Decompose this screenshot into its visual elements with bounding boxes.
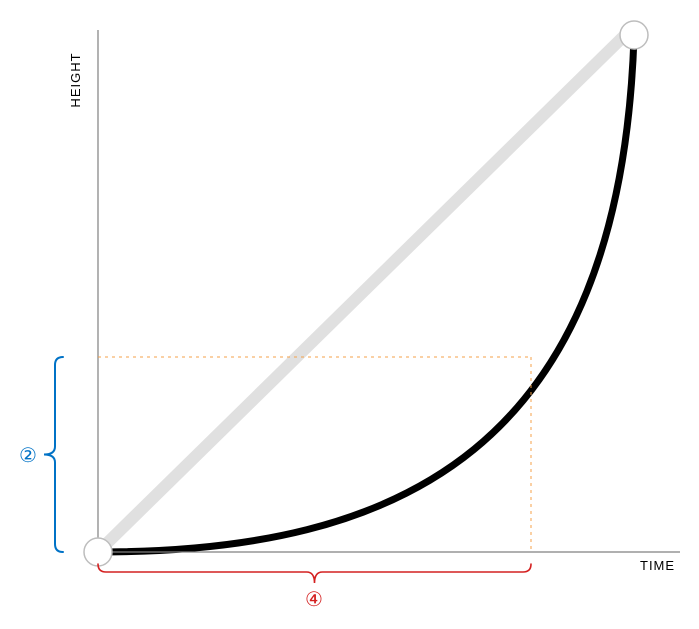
height-span-callout: ② [19,445,37,467]
curve-start-point [84,538,112,566]
linear-reference-line [98,35,625,552]
time-span-callout: ④ [305,589,323,611]
y-axis-label: HEIGHT [68,52,83,107]
height-span-bracket [44,357,63,552]
time-span-bracket [98,564,531,583]
easing-curve-figure: TIME HEIGHT ② ④ [0,0,699,629]
figure-svg: TIME HEIGHT ② ④ [0,0,699,629]
curve-end-point [620,21,648,49]
x-axis-label: TIME [640,558,675,573]
